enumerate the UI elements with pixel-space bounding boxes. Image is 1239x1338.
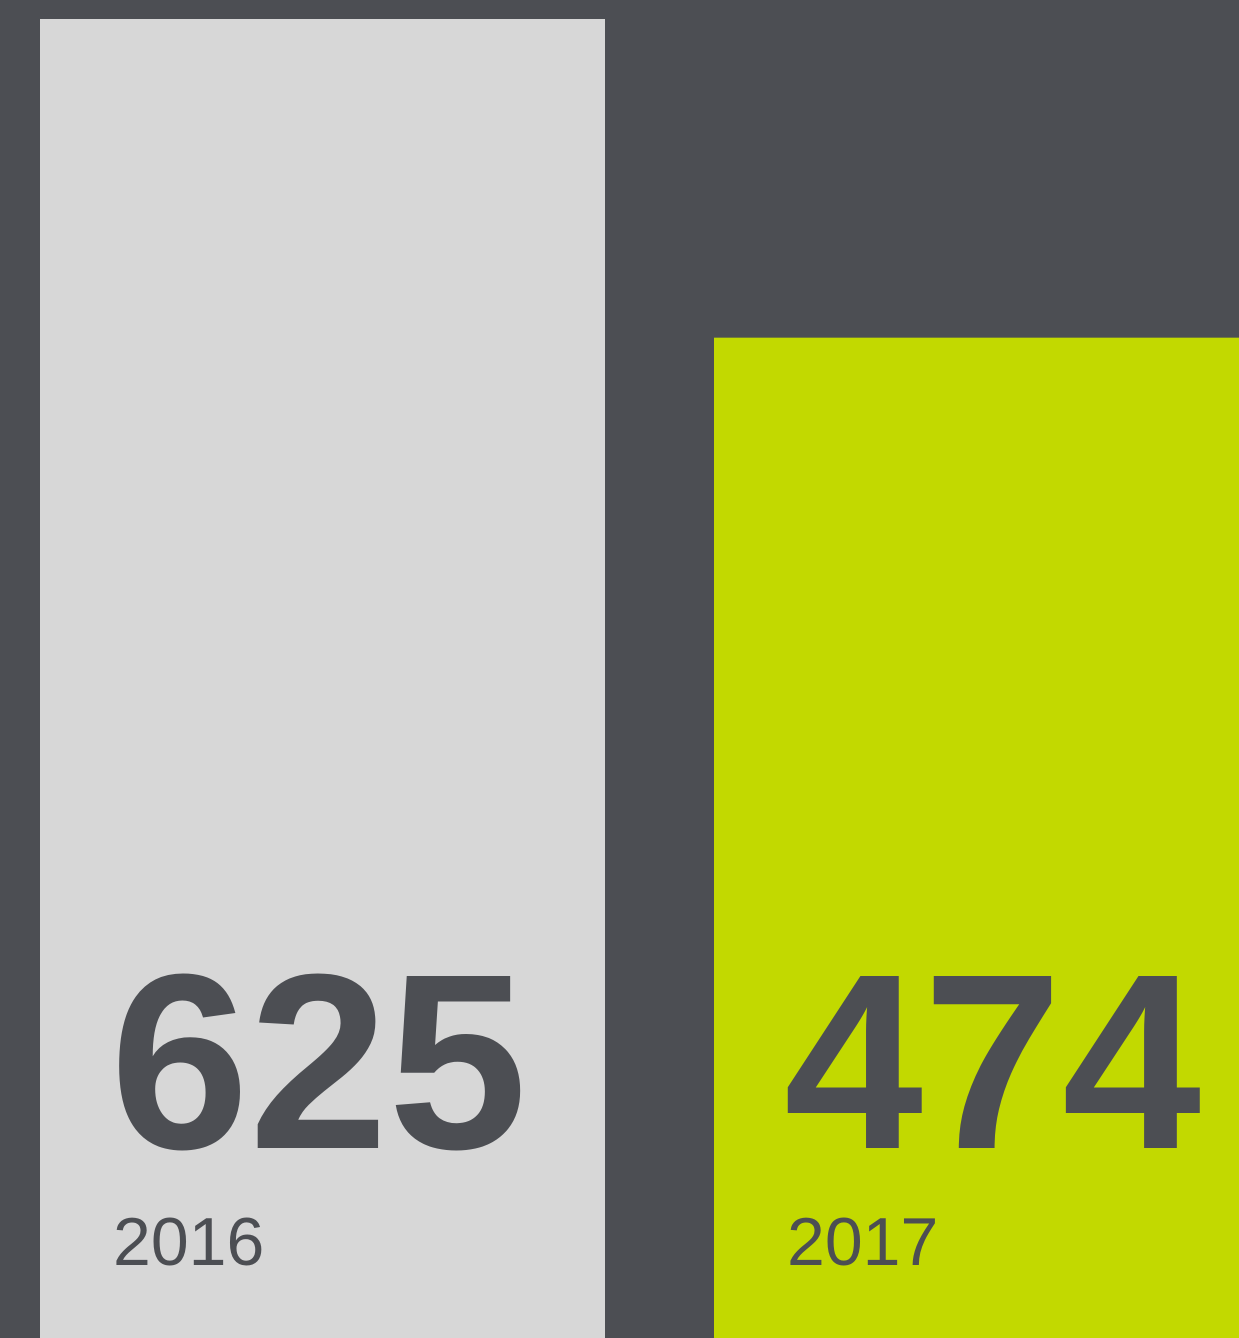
- category-label: 2017: [787, 1204, 938, 1280]
- bar: [40, 19, 605, 1338]
- value-label: 474: [784, 922, 1201, 1201]
- bar: [714, 337, 1239, 1338]
- category-label: 2016: [113, 1204, 264, 1280]
- value-label: 625: [110, 922, 527, 1201]
